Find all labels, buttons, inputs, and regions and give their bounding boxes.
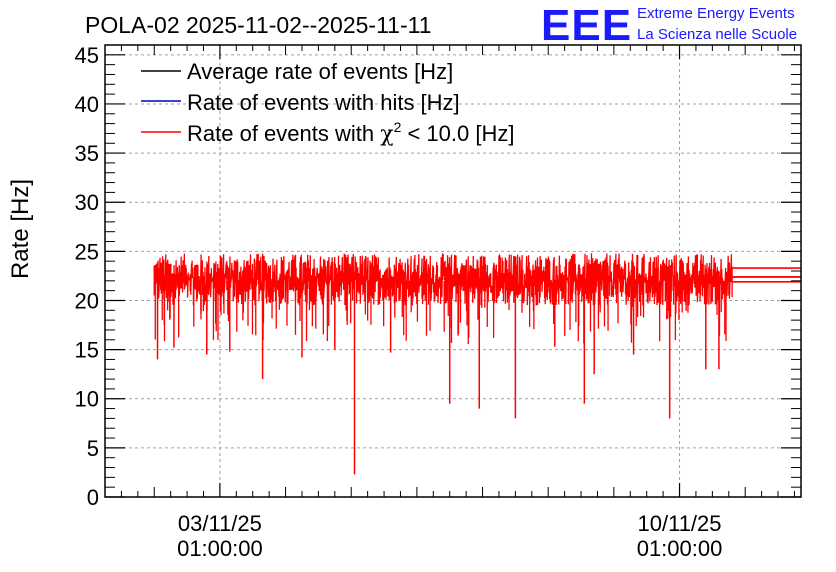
legend-label-chi2: Rate of events with χ2 < 10.0 [Hz] xyxy=(187,119,514,147)
eee-logo-mark: EEE xyxy=(541,1,632,50)
x-tick-label-date: 03/11/25 xyxy=(178,511,262,536)
y-tick-label: 45 xyxy=(75,43,99,68)
y-tick-label: 25 xyxy=(75,239,99,264)
x-tick-label-time: 01:00:00 xyxy=(637,536,723,561)
y-tick-label: 10 xyxy=(75,387,99,412)
series-group xyxy=(153,253,801,475)
y-tick-label: 15 xyxy=(75,338,99,363)
legend-chi2-sup: 2 xyxy=(394,119,402,135)
y-tick-label: 5 xyxy=(87,436,99,461)
eee-logo: EEE Extreme Energy Events La Scienza nel… xyxy=(541,1,797,50)
eee-logo-line1: Extreme Energy Events xyxy=(637,5,795,22)
y-tick-label: 20 xyxy=(75,288,99,313)
y-tick-label: 35 xyxy=(75,141,99,166)
legend-chi2-post: < 10.0 [Hz] xyxy=(401,121,514,146)
legend-label-hits: Rate of events with hits [Hz] xyxy=(187,90,460,115)
y-axis: 0 5 10 15 20 25 30 35 40 45 xyxy=(75,43,801,510)
legend: Average rate of events [Hz] Rate of even… xyxy=(141,59,514,147)
legend-label-average: Average rate of events [Hz] xyxy=(187,59,453,84)
legend-chi2-symbol: χ xyxy=(380,122,393,147)
legend-chi2-pre: Rate of events with xyxy=(187,121,380,146)
x-tick-label-time: 01:00:00 xyxy=(177,536,263,561)
y-tick-label: 40 xyxy=(75,92,99,117)
y-tick-label: 0 xyxy=(87,485,99,510)
eee-logo-line2: La Scienza nelle Scuole xyxy=(637,26,797,43)
y-tick-label: 30 xyxy=(75,190,99,215)
x-tick-label-date: 10/11/25 xyxy=(638,511,722,536)
chart-title: POLA-02 2025-11-02--2025-11-11 xyxy=(85,12,432,38)
y-axis-title: Rate [Hz] xyxy=(7,179,34,279)
